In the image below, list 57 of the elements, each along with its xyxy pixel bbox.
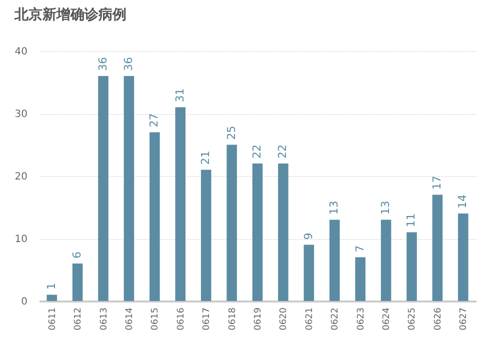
data-label: 14 xyxy=(456,194,470,208)
bar xyxy=(98,76,108,301)
x-tick-label: 0625 xyxy=(408,308,418,330)
bar xyxy=(72,264,83,301)
bar xyxy=(124,76,134,301)
y-tick-label: 40 xyxy=(14,46,28,58)
bar xyxy=(304,244,314,301)
bar xyxy=(355,257,366,301)
bar xyxy=(150,132,160,301)
x-tick-label: 0615 xyxy=(150,308,161,330)
x-tick-label: 0614 xyxy=(124,307,135,330)
x-tick-label: 0619 xyxy=(254,307,264,330)
y-tick-label: 10 xyxy=(14,234,28,245)
x-tick-label: 0622 xyxy=(330,308,341,330)
x-tick-label: 0624 xyxy=(382,307,392,330)
data-label: 36 xyxy=(96,57,110,71)
data-label: 27 xyxy=(148,113,161,128)
x-tick-label: 0621 xyxy=(304,308,315,330)
data-label: 13 xyxy=(328,200,341,215)
bar xyxy=(200,170,212,301)
x-tick-label: 0626 xyxy=(433,307,444,330)
x-tick-label: 0611 xyxy=(48,308,58,330)
bar xyxy=(226,144,237,301)
bar xyxy=(329,220,340,301)
data-label: 31 xyxy=(173,88,186,102)
bar xyxy=(380,220,392,301)
data-label: 13 xyxy=(379,200,392,215)
x-tick-label: 0620 xyxy=(279,307,290,330)
data-label: 17 xyxy=(430,176,444,190)
data-label: 9 xyxy=(302,232,315,240)
data-label: 36 xyxy=(122,57,135,71)
y-tick-label: 30 xyxy=(14,109,28,120)
y-tick-label: 0 xyxy=(21,296,28,308)
x-tick-label: 0613 xyxy=(99,308,110,330)
data-label: 21 xyxy=(199,150,212,165)
bar xyxy=(278,164,288,301)
x-tick-label: 0627 xyxy=(459,308,470,330)
bar xyxy=(175,107,186,301)
x-tick-label: 0618 xyxy=(228,307,238,330)
x-tick-label: 0623 xyxy=(356,308,366,330)
x-tick-label: 0616 xyxy=(176,307,186,330)
bar xyxy=(406,232,417,301)
data-label: 7 xyxy=(353,245,366,252)
data-label: 22 xyxy=(276,144,290,158)
x-tick-label: 0612 xyxy=(74,308,84,330)
data-label: 25 xyxy=(224,126,238,140)
y-tick-label: 20 xyxy=(14,172,28,182)
x-tick-label: 0617 xyxy=(202,308,212,330)
data-label: 22 xyxy=(250,144,264,158)
bar xyxy=(458,214,468,301)
chart-title: 北京新增确诊病例 xyxy=(13,6,126,23)
bar xyxy=(252,164,263,301)
data-label: 11 xyxy=(404,213,418,228)
bar xyxy=(432,194,443,301)
bar xyxy=(46,294,57,301)
data-label: 1 xyxy=(44,282,58,290)
data-label: 6 xyxy=(70,252,84,258)
